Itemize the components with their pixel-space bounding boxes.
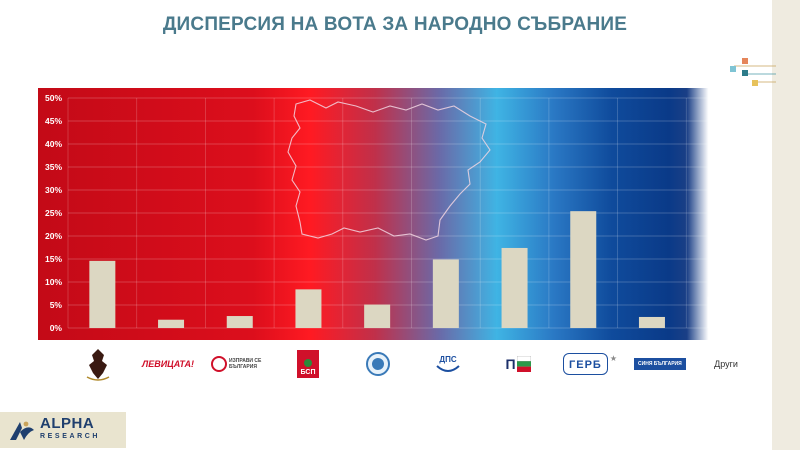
- y-tick-label: 15%: [45, 254, 62, 264]
- sinya-bulgaria-logo: СИНЯ БЪЛГАРИЯ: [630, 346, 690, 382]
- bar-4: [295, 289, 322, 328]
- y-tick-label: 35%: [45, 162, 62, 172]
- y-tick-label: 0%: [50, 323, 63, 333]
- alpha-research-logo: ALPHA RESEARCH: [0, 412, 126, 448]
- vmro-logo: [70, 346, 126, 382]
- izpravi-se-logo: ИЗПРАВИ СЕ БЪЛГАРИЯ: [210, 346, 270, 382]
- chart-svg: 0% 5% 10% 15% 20% 25% 30% 35% 40% 45% 50%: [38, 88, 756, 340]
- bar-2: [158, 319, 185, 328]
- party-logos: ЛЕВИЦАТА! ИЗПРАВИ СЕ БЪЛГАРИЯ БСП ДПС П: [70, 346, 760, 382]
- chart: 0% 5% 10% 15% 20% 25% 30% 35% 40% 45% 50%: [38, 88, 756, 340]
- bar-10: [707, 296, 734, 328]
- levitsata-logo: ЛЕВИЦАТА!: [142, 359, 194, 369]
- bar-1: [89, 260, 116, 328]
- bulgaria-map-outline: [287, 99, 491, 241]
- rose-icon: [304, 359, 312, 367]
- star-icon: ★: [609, 353, 617, 363]
- dps-logo: ДПС: [420, 346, 476, 382]
- y-tick-label: 5%: [50, 300, 63, 310]
- alpha-mark-icon: [10, 421, 34, 440]
- brand-name: ALPHA: [40, 415, 95, 432]
- bsp-logo: БСП: [280, 346, 336, 382]
- drugi-label: Други: [714, 359, 738, 369]
- vazrazhdane-logo: [350, 346, 406, 382]
- pp-logo: П: [490, 346, 546, 382]
- gerb-logo: ГЕРБ ★: [560, 346, 620, 382]
- y-tick-label: 50%: [45, 93, 62, 103]
- decorative-squares-icon: [730, 58, 776, 86]
- y-tick-label: 10%: [45, 277, 62, 287]
- grid: [67, 97, 756, 329]
- y-tick-label: 40%: [45, 139, 62, 149]
- page-title: ДИСПЕРСИЯ НА ВОТА ЗА НАРОДНО СЪБРАНИЕ: [162, 14, 628, 35]
- side-strip: [772, 0, 800, 450]
- bar-3: [226, 316, 253, 328]
- y-tick-label: 30%: [45, 185, 62, 195]
- bar-8: [570, 211, 597, 328]
- bar-7: [501, 247, 528, 328]
- brand-subtitle: RESEARCH: [40, 433, 101, 440]
- y-tick-label: 25%: [45, 208, 62, 218]
- bar-6: [432, 259, 459, 328]
- y-tick-label: 20%: [45, 231, 62, 241]
- bar-9: [638, 316, 665, 328]
- y-tick-label: 45%: [45, 116, 62, 126]
- chart-background: [38, 88, 755, 340]
- bar-5: [364, 304, 391, 328]
